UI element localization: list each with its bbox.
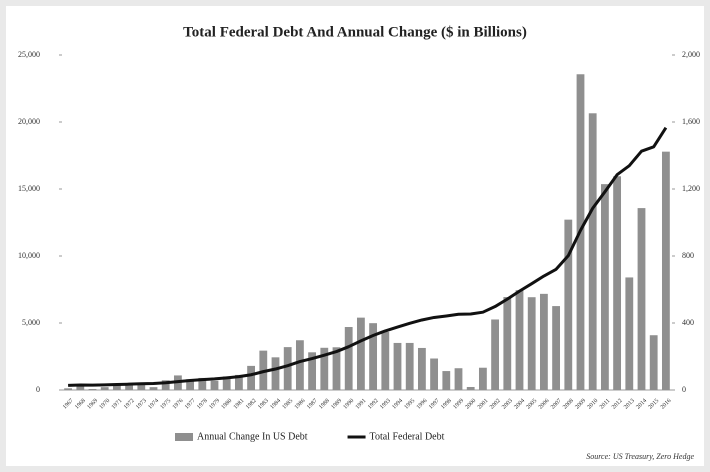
bar (613, 176, 622, 390)
bar (442, 371, 451, 390)
legend-label: Annual Change In US Debt (197, 431, 308, 442)
bar (552, 306, 561, 390)
bar (369, 323, 378, 390)
bar (112, 385, 121, 390)
y2-tick-label: 0 (682, 385, 686, 394)
bar (198, 377, 207, 390)
bar (625, 277, 634, 390)
bar (76, 386, 85, 390)
y-tick-label: 20,000 (18, 117, 40, 126)
bar (478, 367, 487, 390)
y2-tick-label: 1,200 (682, 184, 700, 193)
bar (417, 347, 426, 390)
y-tick-label: 25,000 (18, 50, 40, 59)
y-tick-label: 10,000 (18, 251, 40, 260)
bar (125, 385, 134, 390)
y-tick-label: 0 (36, 385, 40, 394)
bar (100, 387, 109, 390)
y-tick-label: 5,000 (22, 318, 40, 327)
bar (637, 208, 646, 390)
bar (234, 374, 243, 390)
bar (600, 184, 609, 390)
bar (649, 335, 658, 390)
bar (527, 297, 536, 390)
bar (186, 379, 195, 390)
bar (161, 380, 170, 390)
bar (503, 297, 512, 390)
bar (295, 340, 304, 390)
bar (88, 388, 97, 390)
bar (466, 386, 475, 390)
bar (539, 293, 548, 390)
bar (149, 387, 158, 390)
bar (564, 219, 573, 390)
bar (381, 331, 390, 390)
chart-area (6, 6, 704, 466)
y2-tick-label: 800 (682, 251, 694, 260)
bar (356, 317, 365, 390)
chart-title: Total Federal Debt And Annual Change ($ … (183, 24, 527, 40)
bar (332, 347, 341, 390)
bar (271, 357, 280, 390)
bar (454, 368, 463, 390)
y2-tick-label: 2,000 (682, 50, 700, 59)
bar (405, 342, 414, 390)
bar (393, 342, 402, 390)
bar (222, 376, 231, 390)
line (68, 126, 668, 387)
y2-tick-label: 400 (682, 318, 694, 327)
bar (515, 290, 524, 390)
bar (588, 113, 597, 390)
y-tick-label: 15,000 (18, 184, 40, 193)
y2-tick-label: 1,600 (682, 117, 700, 126)
bar (283, 347, 292, 390)
source: Source: US Treasury, Zero Hedge (586, 452, 694, 461)
bar (344, 327, 353, 390)
legend-label: Total Federal Debt (370, 431, 445, 442)
bar (308, 352, 317, 390)
bar (430, 358, 439, 390)
bar (210, 380, 219, 390)
bar (491, 319, 500, 390)
bar (64, 388, 73, 390)
bar (320, 347, 329, 390)
bar (661, 151, 670, 390)
bar (247, 365, 256, 390)
legend-swatch (175, 433, 193, 441)
bar (137, 384, 146, 390)
